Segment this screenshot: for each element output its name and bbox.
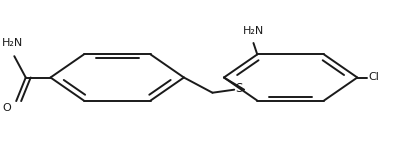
Text: H₂N: H₂N (243, 26, 264, 36)
Text: Cl: Cl (369, 73, 380, 82)
Text: H₂N: H₂N (2, 38, 23, 48)
Text: O: O (2, 103, 11, 113)
Text: S: S (235, 82, 243, 95)
